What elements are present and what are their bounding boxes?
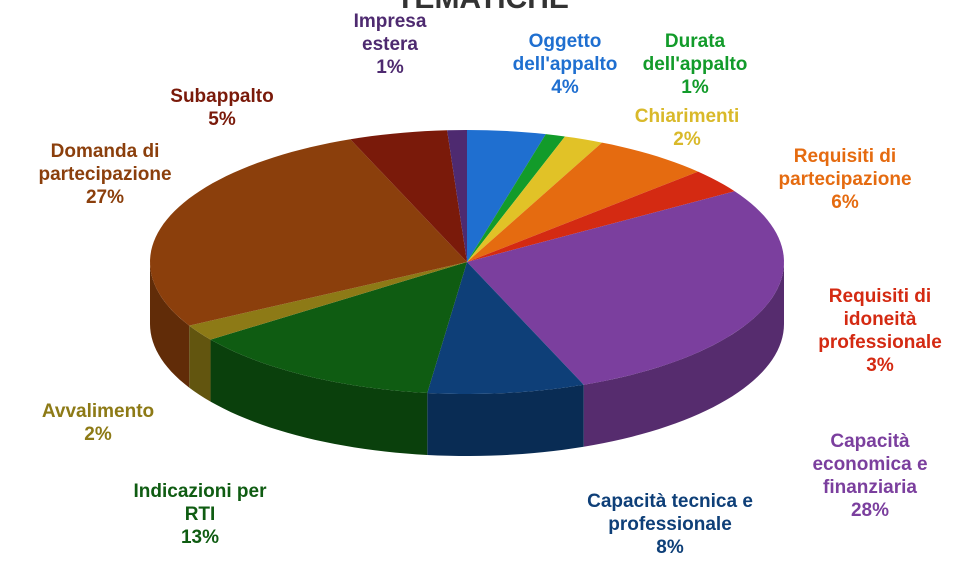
- value-label: 13%: [180, 527, 220, 548]
- value-label: 8%: [656, 537, 684, 558]
- category-label: Impresa estera: [353, 11, 427, 55]
- category-label: Avvalimento: [41, 401, 155, 422]
- pie-slice: [467, 171, 735, 262]
- data-label: Impresa estera 1%: [335, 10, 445, 79]
- value-label: 4%: [551, 77, 579, 98]
- pie-slice: [467, 191, 784, 385]
- category-label: Indicazioni per RTI: [133, 481, 267, 525]
- category-label: Domanda di partecipazione: [38, 141, 172, 185]
- category-label: Requisiti di idoneità professionale: [818, 286, 942, 353]
- value-label: 1%: [681, 77, 709, 98]
- data-label: Avvalimento 2%: [18, 400, 178, 446]
- pie-slice: [467, 142, 699, 262]
- pie-side: [150, 262, 190, 388]
- chart-title: TEMATICHE: [0, 0, 965, 16]
- value-label: 2%: [84, 424, 112, 445]
- value-label: 27%: [85, 187, 125, 208]
- data-label: Indicazioni per RTI 13%: [125, 480, 275, 549]
- pie-side: [210, 339, 428, 455]
- data-label: Subappalto 5%: [147, 85, 297, 131]
- value-label: 28%: [850, 500, 890, 521]
- pie-side: [427, 384, 584, 456]
- pie-slice: [189, 262, 467, 340]
- data-label: Capacità economica e finanziaria 28%: [785, 430, 955, 522]
- category-label: Capacità economica e finanziaria: [812, 431, 928, 498]
- pie-slice: [467, 134, 565, 262]
- value-label: 3%: [866, 355, 894, 376]
- data-label: Requisiti di partecipazione 6%: [770, 145, 920, 214]
- category-label: Subappalto: [170, 86, 274, 107]
- value-label: 1%: [376, 57, 404, 78]
- value-label: 2%: [673, 129, 701, 150]
- pie-side: [189, 325, 211, 402]
- data-label: Durata dell'appalto 1%: [620, 30, 770, 99]
- pie-side: [583, 262, 784, 447]
- category-label: Durata dell'appalto: [642, 31, 748, 75]
- data-label: Capacità tecnica e professionale 8%: [565, 490, 775, 559]
- pie-slice: [467, 136, 602, 262]
- pie-slice: [350, 130, 467, 262]
- category-label: Capacità tecnica e professionale: [587, 491, 753, 535]
- data-label: Requisiti di idoneità professionale 3%: [795, 285, 965, 377]
- data-label: Domanda di partecipazione 27%: [20, 140, 190, 209]
- category-label: Oggetto dell'appalto: [512, 31, 618, 75]
- data-label: Chiarimenti 2%: [627, 105, 747, 151]
- category-label: Requisiti di partecipazione: [778, 146, 912, 190]
- pie-slice: [150, 139, 467, 326]
- pie-slice: [447, 130, 467, 262]
- value-label: 6%: [831, 192, 859, 213]
- pie-slice: [467, 130, 546, 262]
- pie-slice: [427, 262, 584, 394]
- data-label: Oggetto dell'appalto 4%: [495, 30, 635, 99]
- category-label: Chiarimenti: [634, 106, 740, 127]
- pie-slice: [210, 262, 467, 393]
- value-label: 5%: [208, 109, 236, 130]
